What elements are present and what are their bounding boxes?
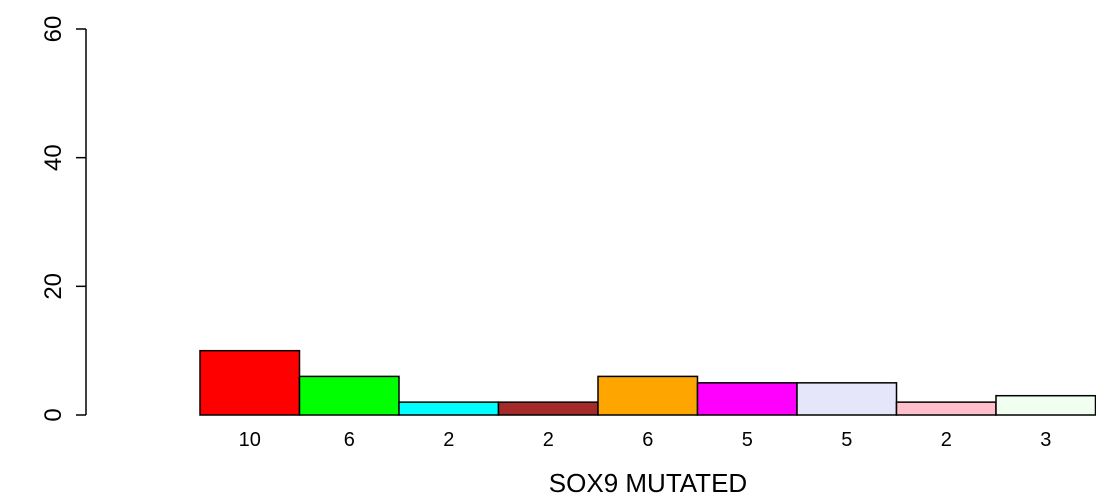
- bar-category-label: 3: [1040, 429, 1051, 451]
- bar: [199, 349, 301, 416]
- bar-category-label: 5: [841, 429, 852, 451]
- bar-category-label: 5: [742, 429, 753, 451]
- bar: [696, 382, 798, 416]
- y-tick-label: 40: [40, 144, 67, 171]
- bar-category-label: 2: [443, 429, 454, 451]
- y-tick-label: 60: [40, 16, 67, 43]
- bar-category-label: 2: [543, 429, 554, 451]
- bar: [398, 401, 500, 416]
- bar: [497, 401, 599, 416]
- bar: [895, 401, 997, 416]
- bars-group: [199, 349, 1096, 416]
- bar: [995, 394, 1096, 416]
- bar-category-label: 10: [239, 429, 261, 451]
- bar: [298, 375, 400, 416]
- y-tick-label: 20: [40, 273, 67, 300]
- bar: [796, 382, 898, 416]
- bar: [597, 375, 699, 416]
- category-labels: 10 6 2 2 6 5 5 2 3: [239, 429, 1052, 451]
- bar-category-label: 2: [941, 429, 952, 451]
- bar-category-label: 6: [344, 429, 355, 451]
- bar-category-label: 6: [642, 429, 653, 451]
- y-axis: 0 20 40 60: [40, 16, 87, 422]
- x-axis-label: SOX9 MUTATED: [549, 468, 747, 498]
- y-tick-label: 0: [40, 408, 67, 421]
